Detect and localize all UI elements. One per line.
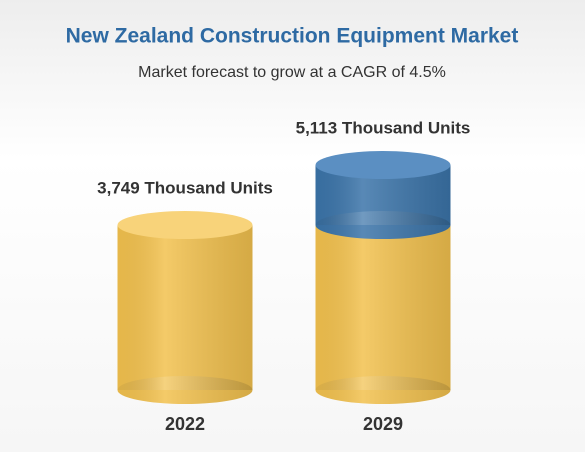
chart-subtitle: Market forecast to grow at a CAGR of 4.5… <box>138 64 446 81</box>
bar-top <box>117 211 253 240</box>
bar-shade <box>117 225 253 390</box>
x-tick-label: 2022 <box>165 414 205 434</box>
x-tick-label: 2029 <box>363 414 403 434</box>
bar-base-bottom-shade <box>315 376 451 404</box>
chart-title: New Zealand Construction Equipment Marke… <box>66 25 519 48</box>
bar-top <box>315 151 451 179</box>
bar-bottom-shade <box>117 376 253 404</box>
bar-base-shade <box>315 225 451 390</box>
bar-growth-bottom-shade <box>315 211 451 240</box>
value-label: 5,113 Thousand Units <box>296 118 471 137</box>
value-label: 3,749 Thousand Units <box>97 179 273 198</box>
